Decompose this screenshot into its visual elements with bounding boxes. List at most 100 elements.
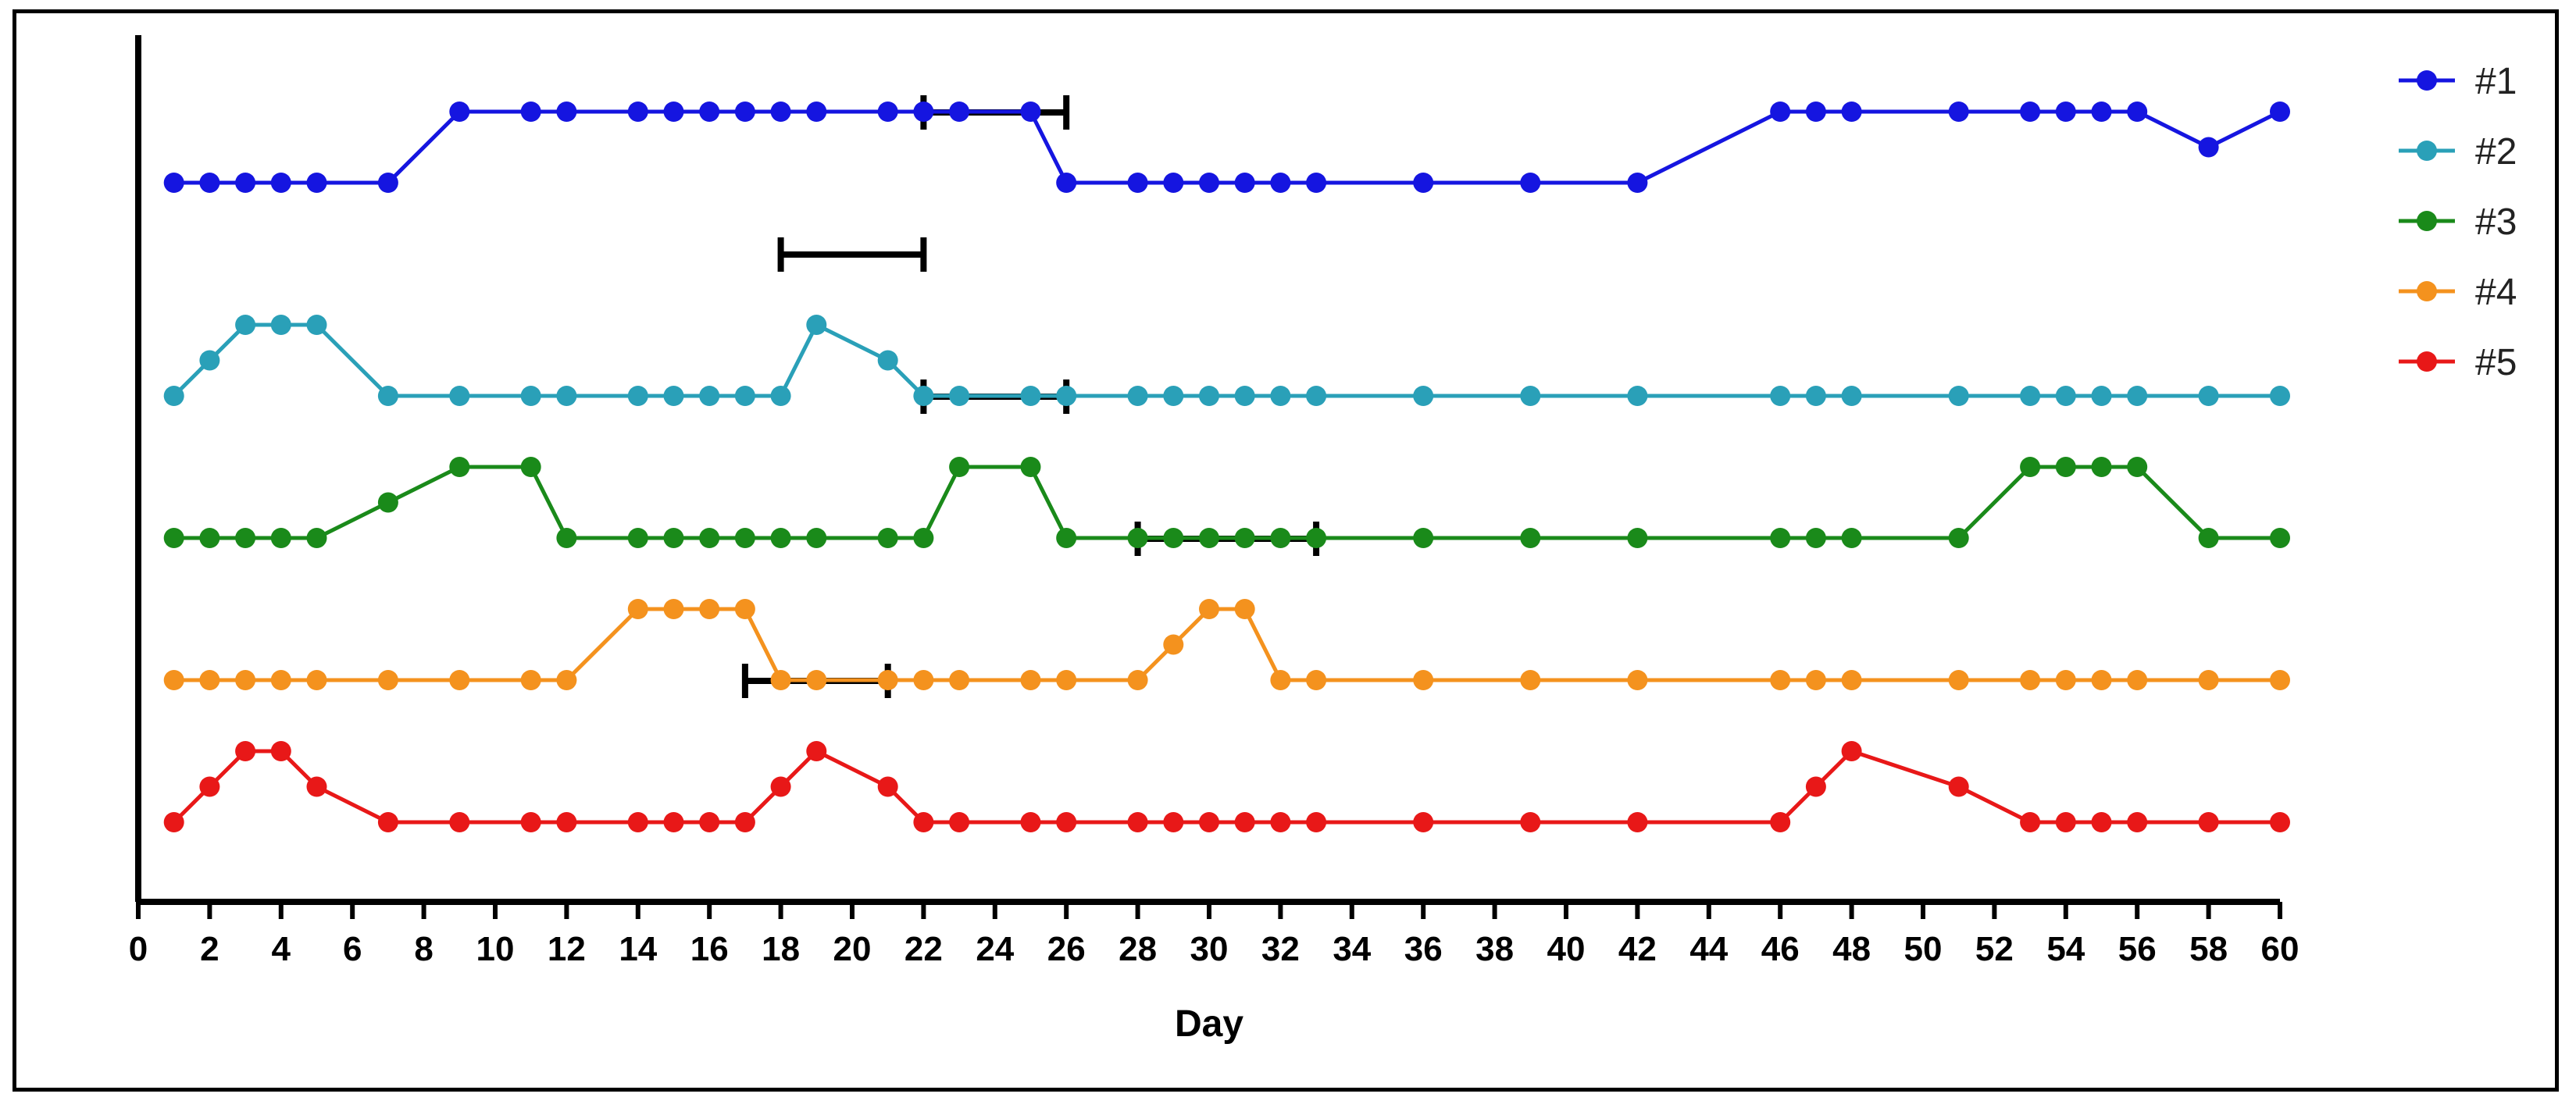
data-point: [627, 812, 648, 832]
legend-label: #5: [2475, 342, 2517, 383]
data-point: [913, 812, 934, 832]
data-point: [1805, 102, 1826, 122]
data-point: [1199, 599, 1219, 619]
data-point: [2091, 812, 2112, 832]
data-point: [2270, 102, 2290, 122]
data-point: [2127, 812, 2148, 832]
data-point: [270, 741, 291, 761]
data-point: [2198, 137, 2219, 158]
data-point: [1234, 386, 1255, 406]
x-tick-label: 46: [1761, 930, 1800, 968]
data-point: [1234, 599, 1255, 619]
data-point: [163, 386, 184, 406]
legend-label: #4: [2475, 272, 2517, 313]
data-point: [949, 457, 970, 477]
x-tick-label: 32: [1261, 930, 1300, 968]
data-point: [2020, 386, 2041, 406]
data-point: [663, 812, 684, 832]
data-point: [1770, 812, 1791, 832]
data-point: [1199, 386, 1219, 406]
data-point: [2270, 386, 2290, 406]
data-point: [556, 386, 577, 406]
data-point: [2055, 670, 2076, 690]
data-point: [449, 102, 470, 122]
series-line-2: [172, 322, 2280, 398]
axes: 0 2 4 6 8 10 12 14 16 18 20 22 24 26 28 30 32 34 36 38 40 42 4…: [129, 35, 2299, 1045]
data-point: [235, 315, 256, 335]
data-point: [1056, 528, 1077, 548]
data-point: [1270, 670, 1291, 690]
data-point: [877, 350, 898, 371]
data-point: [1413, 812, 1434, 832]
x-tick-label: 56: [2118, 930, 2157, 968]
data-point: [1805, 386, 1826, 406]
data-point: [1127, 528, 1148, 548]
x-tick-label: 22: [904, 930, 943, 968]
data-point: [2055, 386, 2076, 406]
data-point: [377, 386, 398, 406]
data-point: [806, 741, 827, 761]
data-point: [1627, 528, 1648, 548]
data-point: [2091, 386, 2112, 406]
data-point: [1163, 634, 1184, 655]
series-line-4: [173, 607, 2280, 682]
data-point: [556, 102, 577, 122]
data-point: [699, 528, 720, 548]
data-point: [1270, 812, 1291, 832]
data-point: [1841, 741, 1862, 761]
data-point: [1627, 173, 1648, 193]
data-point: [1770, 528, 1791, 548]
data-point: [1020, 812, 1041, 832]
data-point: [1841, 528, 1862, 548]
data-point: [163, 528, 184, 548]
data-point: [1413, 670, 1434, 690]
x-tick-label: 60: [2261, 930, 2299, 968]
x-tick-label: 34: [1333, 930, 1371, 968]
x-tick-label: 58: [2189, 930, 2228, 968]
data-point: [1805, 776, 1826, 797]
data-point: [949, 812, 970, 832]
data-point: [1127, 173, 1148, 193]
data-point: [1056, 670, 1077, 690]
data-point: [2091, 457, 2112, 477]
x-axis-title: Day: [1175, 1003, 1243, 1045]
data-point: [663, 386, 684, 406]
data-point: [1520, 173, 1541, 193]
x-tick-label: 20: [833, 930, 872, 968]
data-point: [556, 528, 577, 548]
legend: #1 #2 #3 #4 #5: [2399, 61, 2517, 383]
x-tick-label: 50: [1904, 930, 1943, 968]
chart-frame: 0 2 4 6 8 10 12 14 16 18 20 22 24 26 28 30 32 34 36 38 40 42 4…: [12, 9, 2559, 1092]
data-point: [270, 173, 291, 193]
data-point: [556, 812, 577, 832]
data-point: [1770, 670, 1791, 690]
data-point: [1056, 173, 1077, 193]
data-point: [1163, 386, 1184, 406]
x-tick-label: 24: [976, 930, 1014, 968]
data-point: [520, 670, 541, 690]
data-point: [2020, 670, 2041, 690]
x-tick-label: 0: [129, 930, 148, 968]
data-point: [2020, 102, 2041, 122]
data-point: [663, 102, 684, 122]
data-point: [199, 528, 220, 548]
data-point: [235, 528, 256, 548]
data-point: [1163, 812, 1184, 832]
data-point: [877, 102, 898, 122]
data-point: [627, 102, 648, 122]
data-point: [913, 102, 934, 122]
data-point: [520, 386, 541, 406]
data-point: [1127, 812, 1148, 832]
legend-item: #2: [2399, 131, 2517, 173]
data-point: [1413, 173, 1434, 193]
legend-swatch-marker: [2417, 141, 2437, 161]
x-tick-label: 28: [1119, 930, 1157, 968]
data-point: [235, 173, 256, 193]
data-point: [770, 102, 791, 122]
data-point: [2091, 670, 2112, 690]
data-point: [1627, 812, 1648, 832]
data-point: [1163, 173, 1184, 193]
data-point: [449, 670, 470, 690]
data-point: [770, 670, 791, 690]
data-point: [806, 315, 827, 335]
